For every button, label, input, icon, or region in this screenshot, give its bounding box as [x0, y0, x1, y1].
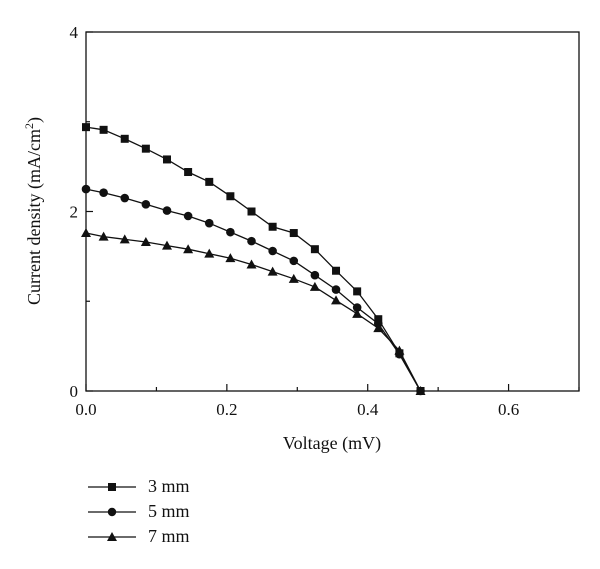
y-axis-title-tail: ) [24, 117, 45, 123]
x-tick-label: 0.6 [498, 400, 519, 419]
series-triangle [81, 228, 426, 395]
series-line [85, 126, 422, 392]
series-layer [81, 123, 426, 396]
y-tick-label: 2 [70, 203, 79, 222]
data-point-triangle [394, 345, 405, 355]
x-tick-label: 0.2 [216, 400, 237, 419]
data-point-square [268, 222, 277, 231]
y-axis-title-sup: 2 [22, 123, 36, 129]
data-point-square [247, 207, 256, 216]
data-point-circle [331, 285, 341, 294]
data-point-triangle [331, 295, 342, 305]
plot-frame [85, 31, 580, 392]
data-point-square [82, 123, 90, 132]
data-point-circle [289, 256, 299, 266]
series-square [82, 123, 425, 395]
data-point-square [310, 245, 319, 254]
data-point-circle [247, 236, 256, 246]
series-line [85, 232, 422, 392]
data-point-triangle [373, 323, 384, 333]
data-point-square [141, 144, 150, 153]
data-point-square [226, 192, 235, 201]
data-point-square [353, 287, 362, 296]
chart: 0.0 0.2 0.4 0.6 0 2 4 Voltage (mV) Current de… [22, 23, 580, 454]
legend: 3 mm 5 mm 7 mm [88, 474, 190, 549]
legend-swatch-square [88, 482, 136, 491]
data-point-circle [352, 303, 362, 312]
y-axis-title-main: Current density (mA/cm [24, 129, 45, 305]
y-axis: 0 2 4 [70, 23, 93, 401]
data-point-triangle [309, 281, 320, 291]
legend-label: 5 mm [148, 501, 190, 521]
data-point-circle [141, 200, 151, 209]
data-point-circle [310, 270, 320, 280]
data-point-triangle [267, 266, 278, 276]
series-circle [81, 184, 425, 396]
y-axis-title: Current density (mA/cm2) [22, 117, 45, 305]
plot-area [85, 31, 580, 392]
data-point-circle [226, 227, 235, 237]
data-point-triangle [119, 234, 130, 244]
data-point-triangle [204, 248, 215, 258]
data-point-square [332, 266, 341, 275]
data-point-square [289, 229, 298, 238]
series-line [85, 188, 422, 392]
data-point-triangle [183, 244, 194, 254]
data-point-circle [162, 206, 172, 215]
data-point-triangle [415, 386, 426, 395]
x-axis: 0.0 0.2 0.4 0.6 [75, 384, 580, 419]
data-point-triangle [140, 237, 151, 247]
x-tick-label: 0.0 [75, 400, 96, 419]
data-point-square [120, 134, 129, 143]
legend-swatch-triangle [88, 531, 136, 541]
data-point-circle [183, 211, 193, 221]
data-point-triangle [81, 228, 91, 238]
data-point-square [205, 177, 214, 186]
data-point-triangle [98, 231, 109, 241]
data-point-square [184, 168, 193, 177]
data-point-triangle [352, 308, 363, 318]
y-tick-label: 0 [70, 382, 79, 401]
legend-item-3mm: 3 mm [88, 474, 190, 499]
data-point-square [162, 155, 171, 164]
legend-label: 3 mm [148, 476, 190, 496]
y-tick-label: 4 [70, 23, 79, 42]
data-point-circle [204, 218, 214, 228]
legend-label: 7 mm [148, 526, 190, 546]
legend-swatch-circle [88, 507, 136, 516]
x-tick-label: 0.4 [357, 400, 379, 419]
legend-item-7mm: 7 mm [88, 524, 190, 549]
data-point-triangle [225, 253, 236, 263]
data-point-triangle [246, 259, 257, 269]
data-point-triangle [161, 240, 172, 250]
data-point-circle [268, 246, 277, 256]
data-point-square [374, 315, 383, 324]
data-point-square [99, 125, 108, 134]
data-point-triangle [288, 273, 299, 283]
x-axis-title: Voltage (mV) [283, 433, 381, 454]
data-point-circle [99, 188, 108, 197]
data-point-circle [120, 193, 130, 203]
legend-item-5mm: 5 mm [88, 499, 190, 524]
data-point-circle [81, 184, 91, 194]
